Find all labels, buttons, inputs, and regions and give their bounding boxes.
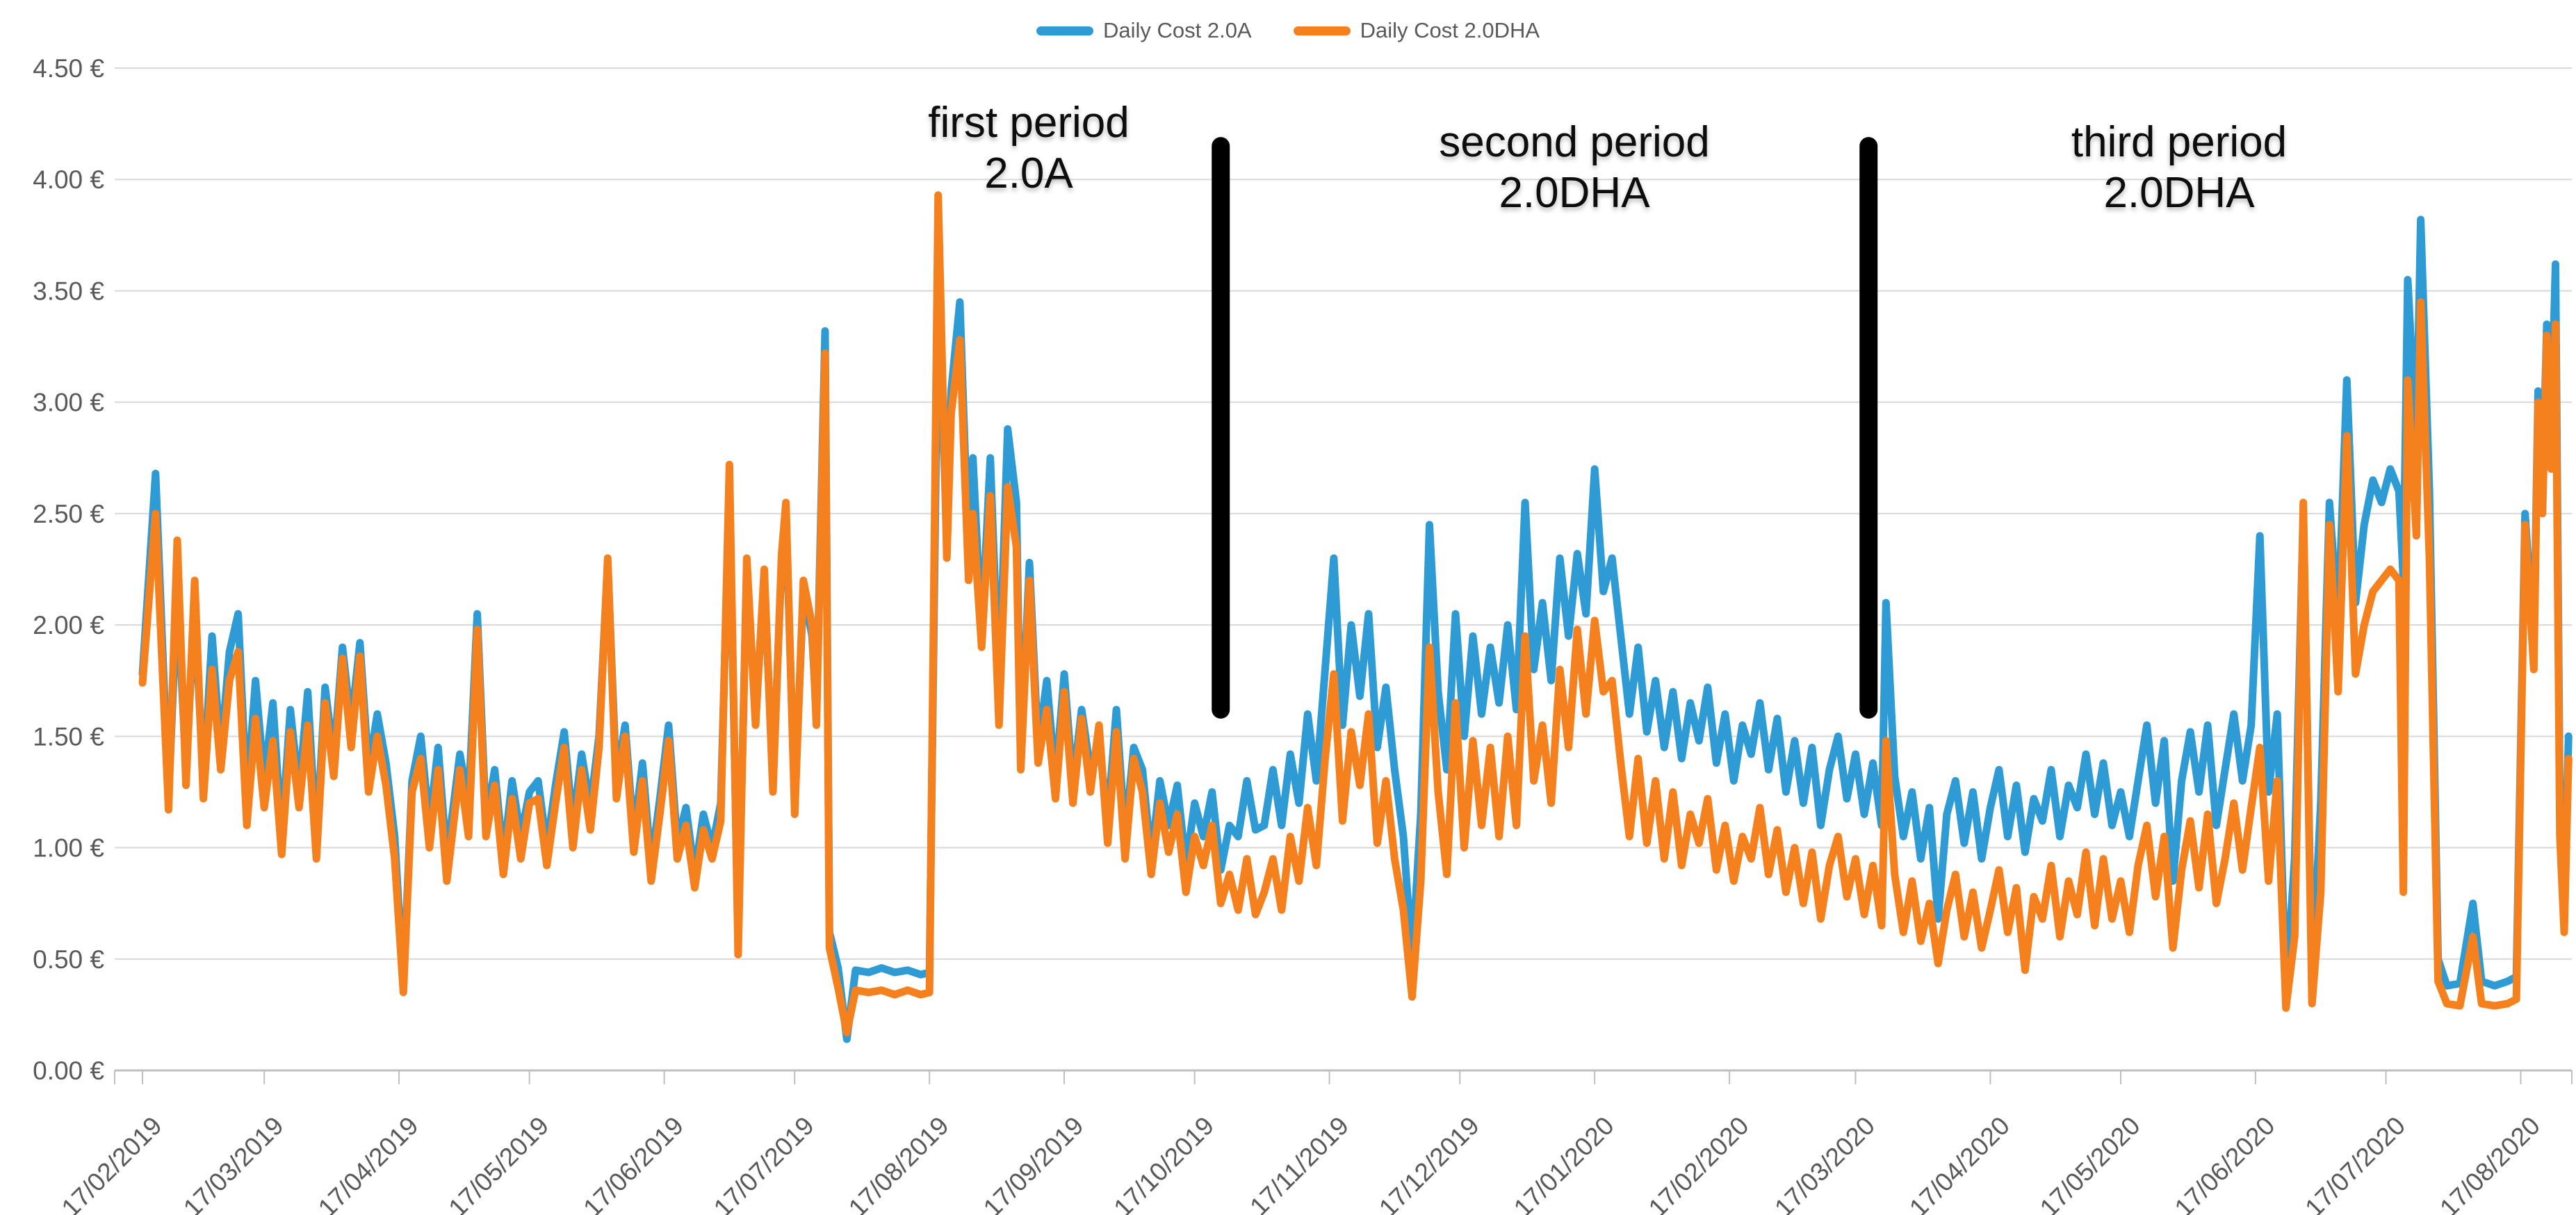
annotation-first-period-line1: first period (928, 99, 1130, 147)
y-axis-label-3.00 €: 3.00 € (33, 389, 104, 417)
annotation-second-period-line2: 2.0DHA (1499, 169, 1650, 218)
x-axis-label-17/07/2020: 17/07/2020 (2299, 1111, 2411, 1215)
y-axis-label-4.50 €: 4.50 € (33, 54, 104, 83)
y-axis-label-2.50 €: 2.50 € (33, 500, 104, 528)
annotation-first-period-line2: 2.0A (984, 149, 1073, 198)
y-axis-label-0.00 €: 0.00 € (33, 1057, 104, 1085)
x-axis-label-17/09/2019: 17/09/2019 (978, 1111, 1089, 1215)
x-axis-label-17/06/2020: 17/06/2020 (2169, 1111, 2281, 1215)
y-axis-label-1.00 €: 1.00 € (33, 834, 104, 863)
y-axis-label-3.50 €: 3.50 € (33, 277, 104, 305)
x-axis-label-17/02/2020: 17/02/2020 (1643, 1111, 1754, 1215)
legend-item-daily-cost-2-0a: Daily Cost 2.0A (1036, 18, 1252, 43)
x-axis-label-17/01/2020: 17/01/2020 (1508, 1111, 1620, 1215)
series-line-daily-cost-2-0a (138, 215, 2573, 1043)
x-axis-label-17/10/2019: 17/10/2019 (1108, 1111, 1219, 1215)
x-axis-label-17/05/2019: 17/05/2019 (443, 1111, 554, 1215)
legend-swatch-blue-line-icon (1036, 26, 1093, 35)
y-axis-label-0.50 €: 0.50 € (33, 945, 104, 974)
legend-label-daily-cost-2-0dha: Daily Cost 2.0DHA (1360, 18, 1540, 42)
x-axis-label-17/03/2020: 17/03/2020 (1769, 1111, 1880, 1215)
y-axis-label-2.00 €: 2.00 € (33, 611, 104, 639)
annotation-third-period-line1: third period (2071, 118, 2288, 166)
x-axis-label-17/07/2019: 17/07/2019 (708, 1111, 820, 1215)
annotation-third-period-line2: 2.0DHA (2103, 169, 2255, 218)
chart-legend: Daily Cost 2.0A Daily Cost 2.0DHA (0, 18, 2576, 43)
annotation-first-period: first period 2.0A (928, 97, 1129, 199)
legend-label-daily-cost-2-0a: Daily Cost 2.0A (1102, 18, 1252, 42)
x-axis-label-17/02/2019: 17/02/2019 (56, 1111, 168, 1215)
y-axis-label-4.00 €: 4.00 € (33, 165, 104, 194)
series-line-daily-cost-2-0dha (138, 191, 2573, 1036)
annotation-third-period: third period 2.0DHA (2071, 117, 2287, 218)
x-axis-label-17/04/2019: 17/04/2019 (313, 1111, 424, 1215)
x-axis-label-17/08/2020: 17/08/2020 (2434, 1111, 2545, 1215)
x-axis-label-17/08/2019: 17/08/2019 (843, 1111, 954, 1215)
legend-swatch-orange-line-icon (1293, 26, 1351, 35)
annotation-second-period-line1: second period (1439, 118, 1710, 166)
y-axis-label-1.50 €: 1.50 € (33, 722, 104, 751)
x-axis-label-17/05/2020: 17/05/2020 (2035, 1111, 2146, 1215)
x-axis-label-17/03/2019: 17/03/2019 (178, 1111, 289, 1215)
x-axis-label-17/11/2019: 17/11/2019 (1244, 1111, 1354, 1215)
x-axis-label-17/12/2019: 17/12/2019 (1373, 1111, 1485, 1215)
annotation-second-period: second period 2.0DHA (1439, 117, 1710, 218)
legend-item-daily-cost-2-0dha: Daily Cost 2.0DHA (1293, 18, 1540, 43)
x-axis-label-17/04/2020: 17/04/2020 (1904, 1111, 2015, 1215)
x-axis-label-17/06/2019: 17/06/2019 (578, 1111, 689, 1215)
